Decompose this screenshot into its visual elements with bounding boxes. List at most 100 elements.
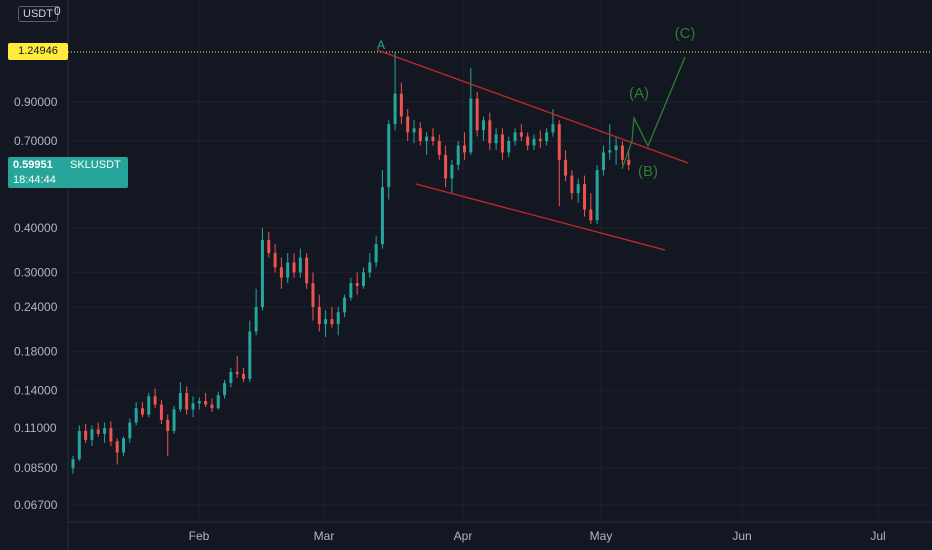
candle-body xyxy=(589,209,593,221)
candle-body xyxy=(374,244,378,263)
y-tick-label: 0.24000 xyxy=(14,300,58,314)
candle-body xyxy=(204,400,208,405)
y-tick-label: 0.11000 xyxy=(14,421,57,435)
candle-body xyxy=(595,170,599,221)
candle-body xyxy=(216,395,220,409)
candle-body xyxy=(494,134,498,144)
candle-body xyxy=(260,239,264,308)
currency-badge[interactable]: USDT xyxy=(18,6,58,22)
candle-body xyxy=(431,136,435,141)
candle-body xyxy=(311,283,315,308)
candle-body xyxy=(336,312,340,325)
y-tick-label: 0.90000 xyxy=(14,95,58,109)
candle-body xyxy=(324,319,328,325)
y-tick-label: 0.18000 xyxy=(14,345,58,359)
x-tick-label: Feb xyxy=(189,529,210,543)
candle-body xyxy=(147,396,151,415)
candle-body xyxy=(71,459,75,469)
candle-body xyxy=(115,441,119,453)
y-tick-label: 0.70000 xyxy=(14,134,58,148)
x-tick-label: Jun xyxy=(732,529,751,543)
symbol-label: SKLUSDT xyxy=(70,159,121,171)
candle-body xyxy=(248,331,252,379)
candle-body xyxy=(96,429,100,434)
candle-body xyxy=(103,428,107,434)
candle-body xyxy=(229,371,233,384)
bar-countdown: 18:44:44 xyxy=(13,174,56,186)
candle-body xyxy=(122,438,126,453)
candle-body xyxy=(507,140,511,153)
y-tick-label: 0.06700 xyxy=(14,498,58,512)
current-price-box: 0.59951 SKLUSDT 18:44:44 xyxy=(8,157,128,188)
candle-body xyxy=(90,429,94,440)
candle-body xyxy=(545,132,549,141)
candle-body xyxy=(361,272,365,286)
channel-upper-line xyxy=(376,49,689,164)
candle-body xyxy=(84,430,88,440)
candle-body xyxy=(191,403,195,410)
candle-body xyxy=(292,262,296,273)
candle-body xyxy=(614,145,618,151)
candle-body xyxy=(393,93,397,125)
candle-body xyxy=(576,184,580,194)
candle-body xyxy=(627,159,631,165)
candle-body xyxy=(450,164,454,179)
wave-label: A xyxy=(377,38,385,52)
candle-body xyxy=(532,138,536,146)
x-tick-label: Mar xyxy=(314,529,335,543)
candle-body xyxy=(343,297,347,313)
candle-body xyxy=(425,136,429,141)
candle-body xyxy=(475,98,479,131)
candle-body xyxy=(330,319,334,325)
candle-body xyxy=(513,132,517,141)
y-tick-label: 0.40000 xyxy=(14,221,58,235)
candle-body xyxy=(463,145,467,153)
current-price-value: 0.59951 xyxy=(13,159,53,171)
candle-body xyxy=(500,134,504,153)
candle-body xyxy=(267,239,271,254)
candle-body xyxy=(488,120,492,144)
candle-body xyxy=(77,430,81,460)
candle-body xyxy=(355,283,359,286)
x-tick-label: May xyxy=(590,529,613,543)
candle-body xyxy=(166,419,170,431)
wave-projection-path xyxy=(621,56,686,170)
candle-body xyxy=(456,145,460,165)
candle-body xyxy=(620,145,624,160)
candle-body xyxy=(418,128,422,141)
candle-body xyxy=(286,262,290,278)
candle-body xyxy=(399,93,403,117)
candle-body xyxy=(601,152,605,171)
candle-body xyxy=(519,132,523,137)
candle-body xyxy=(368,262,372,273)
candle-body xyxy=(469,98,473,153)
y-tick-label: 0.14000 xyxy=(14,384,58,398)
candle-body xyxy=(185,392,189,410)
candle-body xyxy=(583,184,587,210)
candle-body xyxy=(210,404,214,409)
currency-suffix: 0 xyxy=(54,4,61,18)
candle-body xyxy=(109,428,113,442)
candle-body xyxy=(140,408,144,415)
candle-body xyxy=(153,396,157,405)
candle-body xyxy=(481,120,485,131)
candle-body xyxy=(254,307,258,332)
candle-body xyxy=(557,124,561,160)
candle-body xyxy=(526,136,530,146)
candle-body xyxy=(134,408,138,423)
candle-body xyxy=(380,187,384,245)
candle-body xyxy=(437,140,441,155)
candle-body xyxy=(305,257,309,284)
candle-body xyxy=(223,383,227,396)
channel-lower-line xyxy=(415,183,666,251)
candle-body xyxy=(387,124,391,188)
candle-body xyxy=(242,373,246,379)
candle-body xyxy=(317,307,321,325)
wave-label: (B) xyxy=(638,163,658,180)
wave-label: (C) xyxy=(675,25,696,42)
candle-body xyxy=(349,283,353,298)
candle-body xyxy=(551,124,555,133)
candle-body xyxy=(298,257,302,273)
plot-area xyxy=(68,0,932,522)
